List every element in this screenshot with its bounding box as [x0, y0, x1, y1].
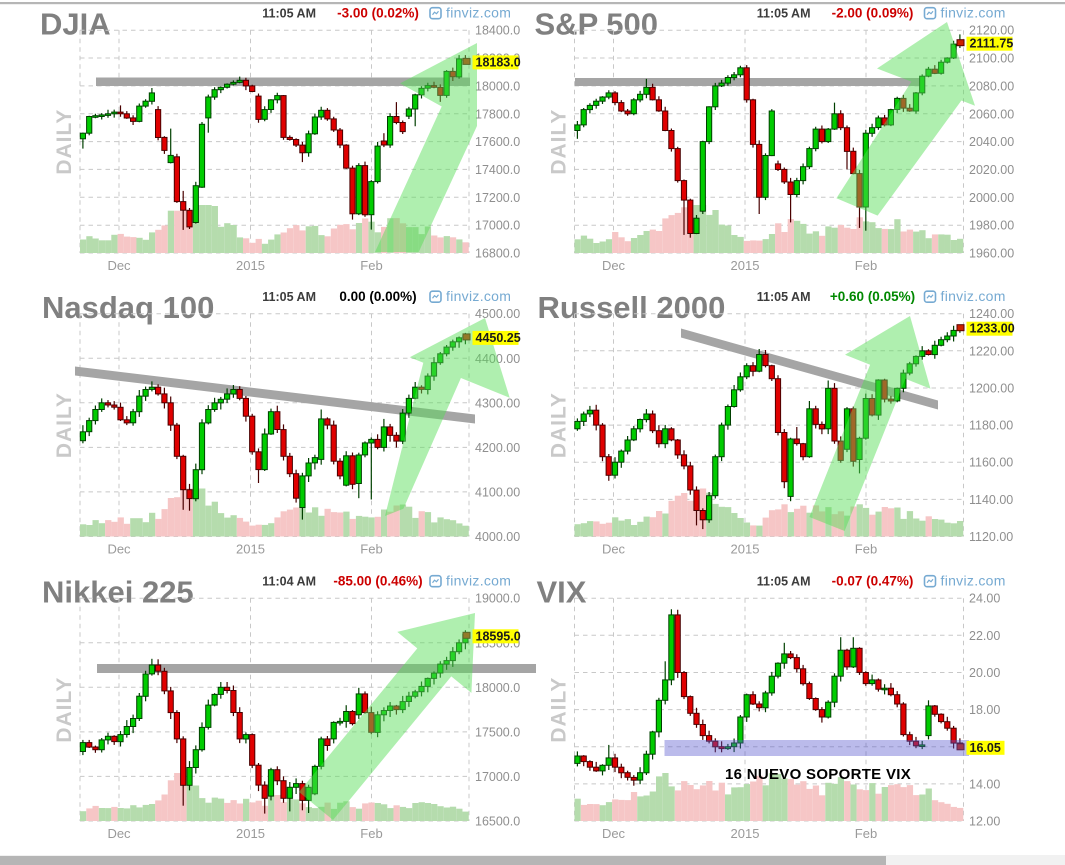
svg-text:16 NUEVO SOPORTE VIX: 16 NUEVO SOPORTE VIX	[725, 766, 911, 783]
svg-text:-85.00 (0.46%): -85.00 (0.46%)	[333, 574, 422, 589]
svg-text:Nasdaq 100: Nasdaq 100	[42, 290, 214, 325]
svg-text:18595.0: 18595.0	[476, 629, 521, 643]
svg-text:finviz.com: finviz.com	[941, 573, 1006, 589]
svg-text:4500.00: 4500.00	[475, 307, 520, 321]
svg-text:16.05: 16.05	[970, 741, 1001, 755]
svg-text:18000.0: 18000.0	[475, 681, 520, 695]
svg-text:Russell 2000: Russell 2000	[538, 290, 726, 325]
svg-text:4200.00: 4200.00	[475, 441, 520, 455]
svg-text:2111.75: 2111.75	[970, 37, 1014, 51]
svg-text:2020.00: 2020.00	[969, 163, 1014, 177]
svg-text:1960.00: 1960.00	[969, 247, 1014, 261]
svg-text:2040.00: 2040.00	[969, 135, 1014, 149]
svg-text:-0.07 (0.47%): -0.07 (0.47%)	[832, 574, 914, 589]
svg-text:DAILY: DAILY	[548, 109, 571, 175]
svg-text:14.00: 14.00	[969, 777, 1000, 791]
svg-text:12.00: 12.00	[969, 815, 1000, 829]
svg-text:-3.00 (0.02%): -3.00 (0.02%)	[337, 6, 419, 21]
svg-text:VIX: VIX	[537, 575, 587, 610]
svg-text:4100.00: 4100.00	[475, 485, 520, 499]
svg-text:11:05 AM: 11:05 AM	[757, 575, 811, 589]
svg-text:Dec: Dec	[602, 542, 626, 557]
svg-text:1160.00: 1160.00	[969, 456, 1013, 470]
svg-text:DAILY: DAILY	[53, 109, 76, 175]
svg-text:Feb: Feb	[360, 542, 382, 557]
svg-text:DJIA: DJIA	[40, 7, 111, 42]
svg-text:11:05 AM: 11:05 AM	[262, 7, 316, 21]
svg-text:finviz.com: finviz.com	[446, 5, 511, 21]
svg-text:2015: 2015	[731, 826, 760, 841]
svg-text:4450.25: 4450.25	[476, 331, 521, 345]
svg-text:11:05 AM: 11:05 AM	[262, 290, 316, 304]
svg-text:Dec: Dec	[602, 826, 626, 841]
svg-text:17500.0: 17500.0	[475, 725, 520, 739]
svg-text:19000.0: 19000.0	[475, 592, 520, 606]
svg-text:Dec: Dec	[602, 258, 626, 273]
svg-text:-2.00 (0.09%): -2.00 (0.09%)	[832, 6, 914, 21]
svg-text:18183.0: 18183.0	[476, 55, 521, 69]
svg-text:S&P 500: S&P 500	[535, 7, 659, 42]
svg-text:4300.00: 4300.00	[475, 396, 520, 410]
svg-text:1140.00: 1140.00	[969, 493, 1013, 507]
svg-text:Dec: Dec	[107, 826, 131, 841]
svg-text:1980.00: 1980.00	[969, 219, 1014, 233]
svg-text:2015: 2015	[236, 542, 265, 557]
svg-text:Feb: Feb	[360, 258, 382, 273]
svg-text:2015: 2015	[236, 826, 265, 841]
svg-text:1120.00: 1120.00	[969, 530, 1013, 544]
svg-text:2015: 2015	[731, 542, 760, 557]
svg-text:DAILY: DAILY	[548, 677, 571, 743]
svg-text:1200.00: 1200.00	[969, 382, 1014, 396]
svg-text:2015: 2015	[236, 258, 265, 273]
svg-text:0.00 (0.00%): 0.00 (0.00%)	[339, 289, 416, 304]
svg-text:Feb: Feb	[855, 542, 877, 557]
svg-text:2000.00: 2000.00	[969, 191, 1014, 205]
svg-text:17000.0: 17000.0	[475, 219, 520, 233]
svg-text:2100.00: 2100.00	[969, 52, 1014, 66]
svg-text:4400.00: 4400.00	[475, 352, 520, 366]
svg-text:finviz.com: finviz.com	[446, 288, 511, 304]
svg-text:finviz.com: finviz.com	[941, 288, 1006, 304]
svg-text:17200.0: 17200.0	[475, 191, 520, 205]
svg-text:1233.00: 1233.00	[970, 322, 1015, 336]
svg-text:Nikkei 225: Nikkei 225	[42, 575, 194, 610]
svg-text:18000.0: 18000.0	[475, 79, 520, 93]
svg-text:17000.0: 17000.0	[475, 770, 520, 784]
svg-text:17800.0: 17800.0	[475, 107, 520, 121]
svg-text:1220.00: 1220.00	[969, 344, 1014, 358]
svg-text:Dec: Dec	[107, 258, 131, 273]
svg-text:17600.0: 17600.0	[475, 135, 520, 149]
svg-text:18.00: 18.00	[969, 703, 1000, 717]
svg-text:2015: 2015	[731, 258, 760, 273]
svg-text:4000.00: 4000.00	[475, 530, 520, 544]
svg-text:11:05 AM: 11:05 AM	[757, 7, 811, 21]
svg-text:DAILY: DAILY	[548, 392, 571, 458]
svg-text:20.00: 20.00	[969, 666, 1000, 680]
svg-text:16500.0: 16500.0	[475, 815, 520, 829]
svg-text:22.00: 22.00	[969, 629, 1000, 643]
svg-text:16800.0: 16800.0	[475, 247, 520, 261]
svg-text:finviz.com: finviz.com	[941, 5, 1006, 21]
svg-text:11:05 AM: 11:05 AM	[757, 290, 811, 304]
svg-text:24.00: 24.00	[969, 592, 1000, 606]
svg-text:+0.60 (0.05%): +0.60 (0.05%)	[830, 289, 915, 304]
svg-text:1240.00: 1240.00	[969, 307, 1014, 321]
svg-text:DAILY: DAILY	[53, 392, 76, 458]
svg-text:Feb: Feb	[855, 258, 877, 273]
svg-text:2120.00: 2120.00	[969, 24, 1014, 38]
svg-text:11:04 AM: 11:04 AM	[262, 575, 316, 589]
svg-text:18400.0: 18400.0	[475, 24, 520, 38]
svg-text:2080.00: 2080.00	[969, 79, 1014, 93]
svg-text:Feb: Feb	[360, 826, 382, 841]
svg-text:1180.00: 1180.00	[969, 419, 1013, 433]
svg-text:finviz.com: finviz.com	[446, 573, 511, 589]
svg-text:2060.00: 2060.00	[969, 107, 1014, 121]
svg-text:17400.0: 17400.0	[475, 163, 520, 177]
svg-text:Feb: Feb	[855, 826, 877, 841]
svg-text:Dec: Dec	[107, 542, 131, 557]
svg-text:DAILY: DAILY	[53, 677, 76, 743]
